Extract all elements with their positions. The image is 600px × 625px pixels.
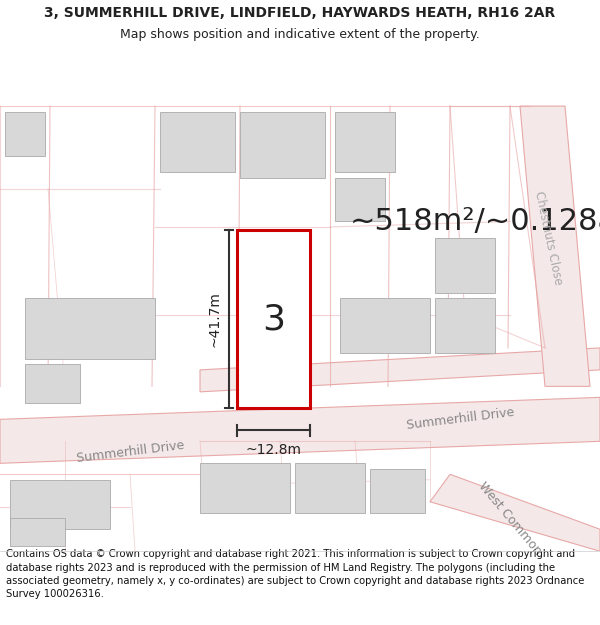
Bar [5,112,45,156]
Text: 3, SUMMERHILL DRIVE, LINDFIELD, HAYWARDS HEATH, RH16 2AR: 3, SUMMERHILL DRIVE, LINDFIELD, HAYWARDS… [44,6,556,20]
Bar [10,480,110,529]
Polygon shape [200,348,600,392]
Text: ~41.7m: ~41.7m [208,291,222,348]
Bar [370,469,425,512]
Text: Contains OS data © Crown copyright and database right 2021. This information is : Contains OS data © Crown copyright and d… [6,549,584,599]
Text: Chestnuts Close: Chestnuts Close [532,190,564,286]
Bar [160,112,235,172]
Bar [435,238,495,293]
Bar [25,364,80,403]
Bar [340,298,430,353]
Bar [335,177,385,221]
Bar [295,463,365,512]
Text: ~12.8m: ~12.8m [245,443,302,457]
Polygon shape [0,398,600,463]
Bar [25,298,155,359]
Text: ~518m²/~0.128ac.: ~518m²/~0.128ac. [350,207,600,236]
Bar [237,230,310,408]
Text: West Common: West Common [476,479,544,558]
Bar [10,518,65,546]
Text: Summerhill Drive: Summerhill Drive [406,406,515,432]
Text: 3: 3 [262,302,285,336]
Bar [435,298,495,353]
Bar [335,112,395,172]
Polygon shape [430,474,600,551]
Bar [200,463,290,512]
Polygon shape [520,106,590,386]
Text: Map shows position and indicative extent of the property.: Map shows position and indicative extent… [120,28,480,41]
Text: Summerhill Drive: Summerhill Drive [76,439,185,466]
Bar [240,112,325,178]
